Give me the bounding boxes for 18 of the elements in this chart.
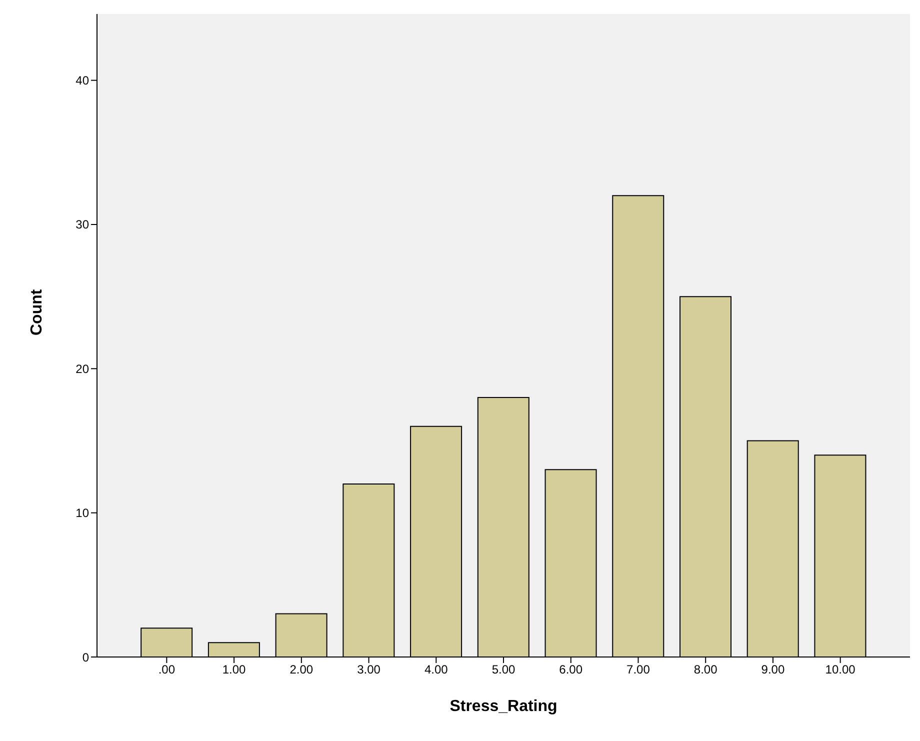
y-axis-title: Count xyxy=(28,288,46,336)
x-tick-label: 1.00 xyxy=(222,662,246,677)
y-tick-label: 0 xyxy=(82,650,90,664)
x-tick-label: 9.00 xyxy=(761,662,785,677)
x-tick-label: 3.00 xyxy=(357,662,381,677)
y-tick-label: 40 xyxy=(76,74,90,88)
x-tick-label: .00 xyxy=(158,662,176,677)
x-tick-label: 5.00 xyxy=(492,662,516,677)
x-axis-title: Stress_Rating xyxy=(450,698,558,715)
x-tick-label: 8.00 xyxy=(694,662,718,677)
x-tick-label: 10.00 xyxy=(825,662,856,677)
y-tick-label: 10 xyxy=(76,506,90,520)
y-tick-label: 20 xyxy=(76,362,90,376)
x-tick-label: 6.00 xyxy=(559,662,583,677)
x-tick-label: 4.00 xyxy=(424,662,448,677)
x-tick-label: 7.00 xyxy=(626,662,650,677)
y-tick-label: 30 xyxy=(76,218,90,232)
x-tick-label: 2.00 xyxy=(290,662,314,677)
